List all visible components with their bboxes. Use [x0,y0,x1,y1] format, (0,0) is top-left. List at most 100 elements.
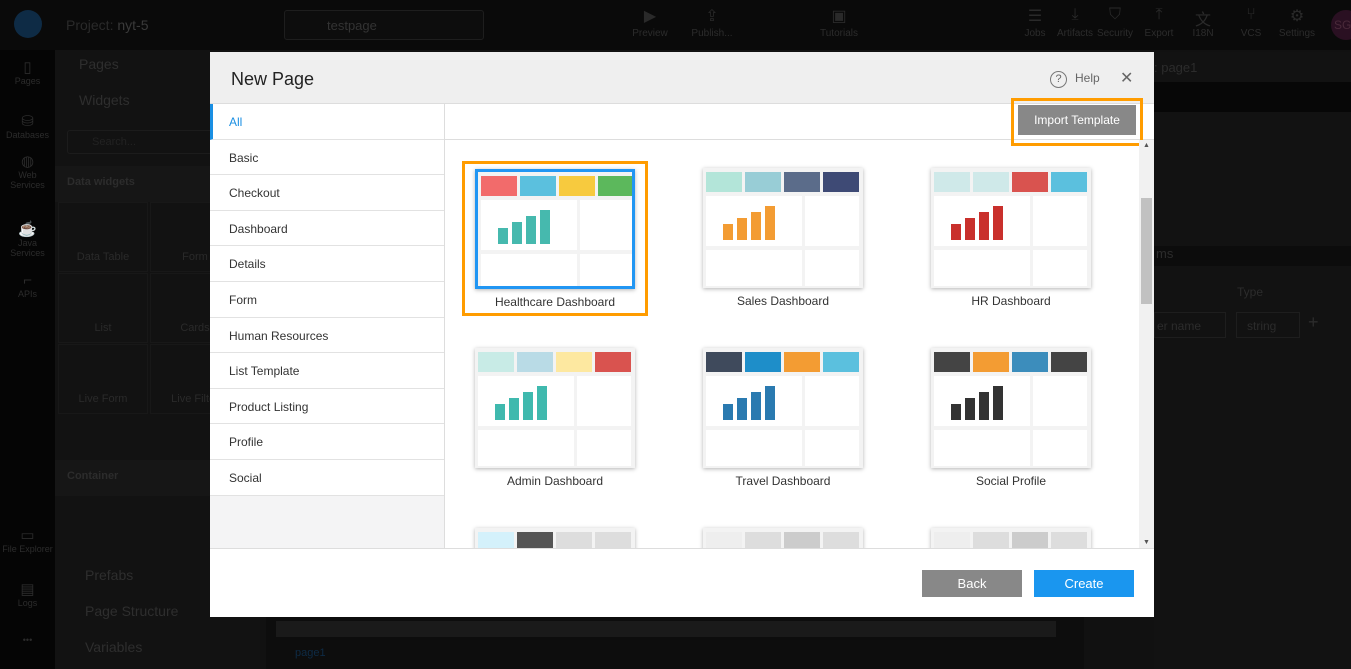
upload-icon: ⤒ [1155,6,1163,23]
dialog-title: New Page [231,69,315,89]
category-profile[interactable]: Profile [210,424,444,460]
tool-i18n[interactable]: 文 I18N [1173,6,1233,39]
template-thumbnail [475,169,635,289]
rail-icon: ⌐ [23,272,32,289]
help-label: Help [1075,71,1100,85]
avatar[interactable]: SG [1331,10,1351,40]
tool-publish[interactable]: ⇪ Publish... [682,6,742,39]
template-card[interactable] [465,528,645,548]
pages-section[interactable]: Pages [79,56,119,72]
video-icon: ▣ [831,8,847,25]
tool-label: Jobs [1024,28,1046,39]
rail-label: Pages [14,76,41,86]
template-card[interactable]: Social Profile [921,348,1101,488]
close-icon[interactable]: ✕ [1120,70,1134,87]
properties-title: : page1 [1154,60,1198,75]
properties-tabs[interactable] [1154,82,1351,112]
template-name: Sales Dashboard [736,294,830,308]
new-page-dialog: New Page ? Help ✕ All Basic Checkout Dashboa… [210,52,1154,617]
template-card[interactable] [693,528,873,548]
template-card[interactable]: Admin Dashboard [465,348,645,488]
translate-icon: 文 [1194,12,1211,29]
page-name: testpage [327,18,377,33]
template-card[interactable]: Sales Dashboard [693,168,873,308]
template-grid: Healthcare Dashboard Sales Dashboard HR … [445,140,1139,548]
category-form[interactable]: Form [210,281,444,318]
widget-item[interactable]: Live Form [58,344,148,414]
tool-preview[interactable]: ▶ Preview [620,6,680,39]
template-toolbar: Import Template [445,98,1154,146]
category-human-resources[interactable]: Human Resources [210,317,444,354]
tool-label: Preview [632,28,668,39]
category-list-template[interactable]: List Template [210,353,444,389]
rail-item-apis[interactable]: ⌐ APIs [0,272,55,299]
rail-item-webservices[interactable]: ◍ Web Services [0,152,55,190]
param-name-input[interactable]: er name [1154,312,1226,338]
import-template-button[interactable]: Import Template [1018,105,1136,135]
rail-item-pages[interactable]: ▯ Pages [0,58,55,86]
project-label-text: Project: [66,17,114,33]
add-param-icon[interactable]: + [1308,312,1319,332]
rail-label: Databases [5,130,50,140]
category-basic[interactable]: Basic [210,139,444,176]
branch-icon: ⑂ [1246,6,1256,23]
scroll-down-icon[interactable]: ▼ [1143,539,1150,546]
rail-label: File Explorer [2,544,53,554]
prefabs-section[interactable]: Prefabs [85,567,134,583]
tool-export[interactable]: ⤒ Export [1129,6,1189,39]
category-checkout[interactable]: Checkout [210,175,444,211]
rail-label: ••• [22,635,33,645]
widget-item[interactable]: Data Table [58,202,148,272]
template-card[interactable] [921,528,1101,548]
page-selector[interactable]: testpage [284,10,484,40]
category-details[interactable]: Details [210,246,444,282]
tool-security[interactable]: ⛉ Security [1085,6,1145,39]
canvas-hscroll[interactable] [276,621,1056,637]
page-structure-section[interactable]: Page Structure [85,603,179,619]
template-scrollbar[interactable]: ▲ ▼ [1139,140,1154,548]
template-thumbnail [703,168,863,288]
rail-item-javaservices[interactable]: ☕ Java Services [0,220,55,258]
scroll-thumb[interactable] [1141,198,1152,304]
template-card[interactable]: HR Dashboard [921,168,1101,308]
rail-item-fileexplorer[interactable]: ▭ File Explorer [0,526,55,554]
category-social[interactable]: Social [210,459,444,496]
tool-label: Settings [1278,28,1316,39]
scroll-up-icon[interactable]: ▲ [1143,142,1150,149]
rail-item-[interactable]: ••• [0,635,55,645]
rail-item-logs[interactable]: ▤ Logs [0,580,55,608]
tool-settings[interactable]: ⚙ Settings [1267,6,1327,39]
tool-vcs[interactable]: ⑂ VCS [1221,6,1281,39]
rail-item-databases[interactable]: ⛁ Databases [0,112,55,140]
help-link[interactable]: ? Help [1050,71,1100,88]
rail-icon: ▤ [20,581,35,598]
rail-label: Java Services [10,238,45,258]
project-name: nyt-5 [117,17,149,33]
create-button[interactable]: Create [1034,570,1134,597]
tool-tutorials[interactable]: ▣ Tutorials [809,6,869,39]
dialog-footer: Back Create [210,548,1154,617]
back-button[interactable]: Back [922,570,1022,597]
top-bar: Project: nyt-5 testpage ▶ Preview ⇪ Publish… [0,0,1351,50]
template-thumbnail [703,528,863,548]
publish-icon: ⇪ [705,8,719,25]
widgets-section[interactable]: Widgets [79,92,130,108]
category-all[interactable]: All [210,104,444,140]
category-dashboard[interactable]: Dashboard [210,210,444,247]
tool-jobs[interactable]: ☰ Jobs [1005,6,1065,39]
tool-label: Export [1144,28,1174,39]
template-name: Healthcare Dashboard [494,295,616,309]
template-card[interactable]: Healthcare Dashboard [462,161,648,316]
variables-section[interactable]: Variables [85,639,143,655]
tool-artifacts[interactable]: ⤓ Artifacts [1045,6,1105,39]
page-tab[interactable]: page1 [295,647,326,659]
rail-icon: ▯ [23,59,32,76]
tool-label: Publish... [691,28,733,39]
category-product-listing[interactable]: Product Listing [210,388,444,425]
canvas-footer: page1 [266,617,1084,669]
widget-item[interactable]: List [58,273,148,343]
template-card[interactable]: Travel Dashboard [693,348,873,488]
param-type-select[interactable]: string [1236,312,1300,338]
template-content: Import Template Healthcare Dashboard Sal… [445,98,1154,548]
tool-label: VCS [1240,28,1262,39]
